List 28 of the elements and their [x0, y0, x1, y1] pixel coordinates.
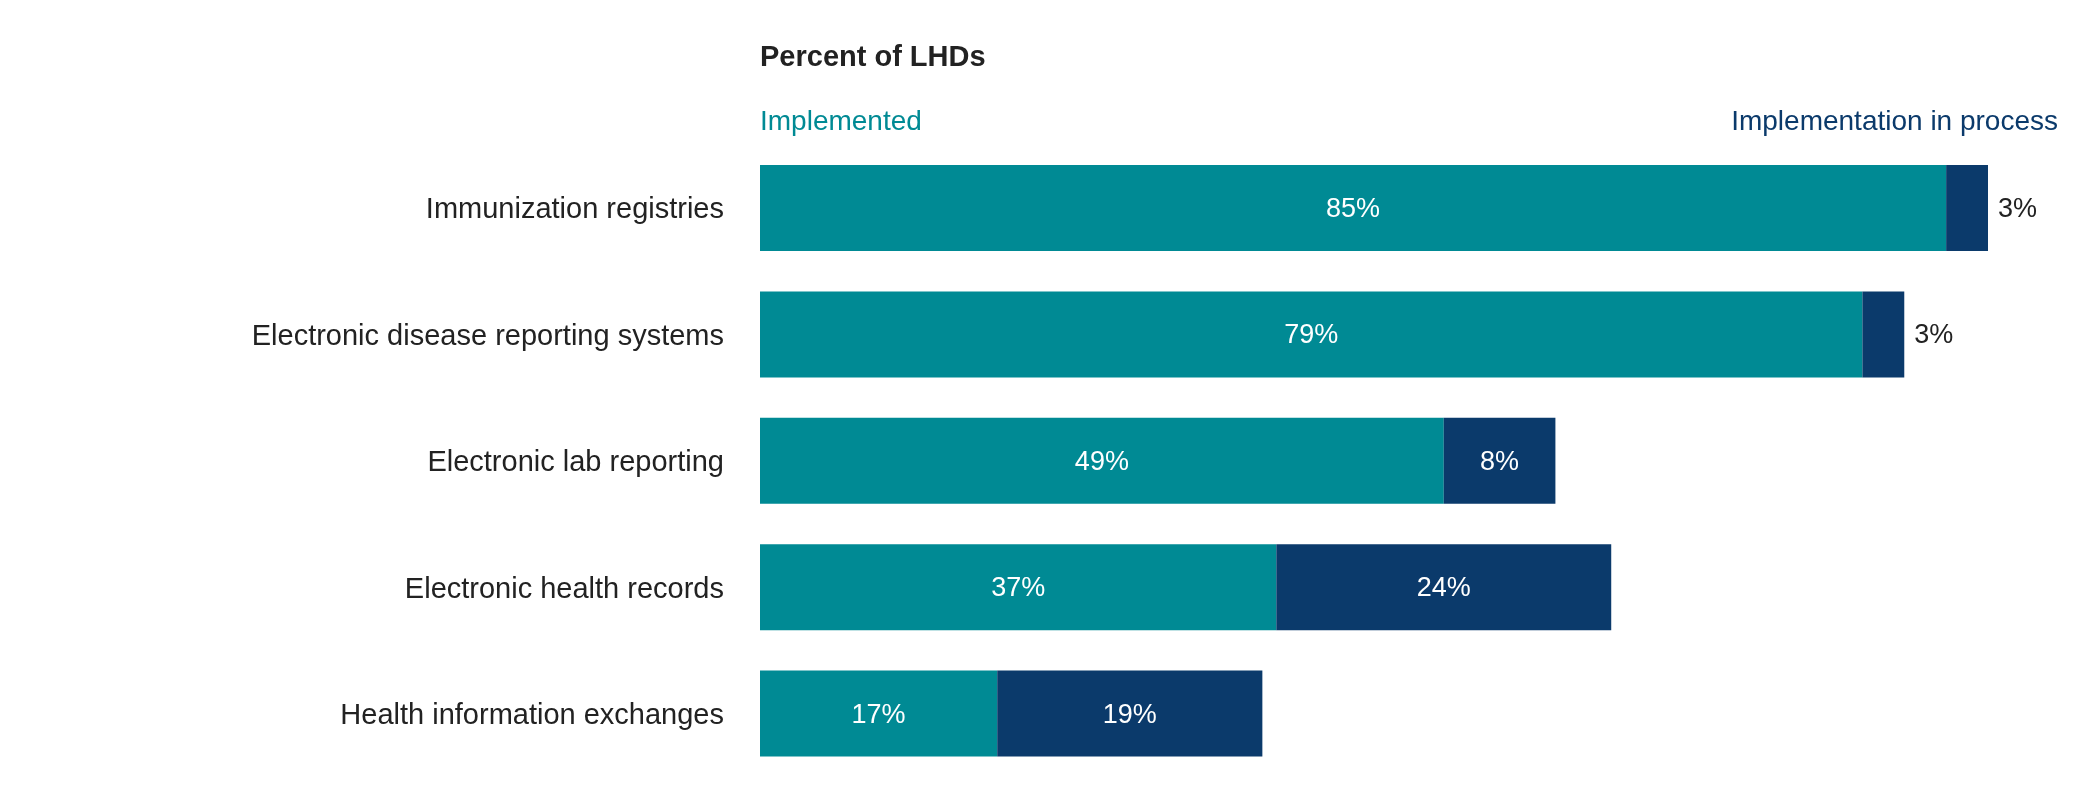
- bar: [997, 670, 1263, 757]
- y-tick-label: Health information exchanges: [340, 698, 724, 731]
- bar: [760, 417, 1444, 504]
- y-tick-label: Immunization registries: [425, 192, 724, 225]
- data-label: 3%: [1998, 193, 2038, 223]
- data-label: 8%: [1480, 445, 1520, 476]
- bar: [1443, 417, 1556, 504]
- bar: [760, 544, 1277, 631]
- bar: [1862, 291, 1905, 378]
- text: Implementation in process: [1731, 105, 2058, 137]
- data-label: 19%: [1102, 698, 1157, 729]
- y-tick-label: Electronic lab reporting: [427, 445, 724, 478]
- data-label: 79%: [1284, 319, 1339, 350]
- data-label: 24%: [1416, 572, 1471, 603]
- data-label: 17%: [851, 698, 906, 729]
- y-tick-label: Electronic disease reporting systems: [251, 318, 724, 351]
- data-label: 37%: [991, 572, 1046, 603]
- data-label: 49%: [1074, 445, 1129, 476]
- bar: [1946, 165, 1988, 251]
- chart-title: Percent of LHDs: [760, 40, 987, 73]
- data-label: 3%: [1914, 319, 1954, 350]
- bar: [1276, 544, 1612, 631]
- bar: [760, 165, 1947, 251]
- series-label: Implemented: [760, 105, 922, 137]
- bar: [760, 291, 1863, 378]
- y-tick-label: Electronic health records: [404, 571, 724, 604]
- bar: [760, 670, 998, 757]
- data-label: 85%: [1326, 193, 1381, 223]
